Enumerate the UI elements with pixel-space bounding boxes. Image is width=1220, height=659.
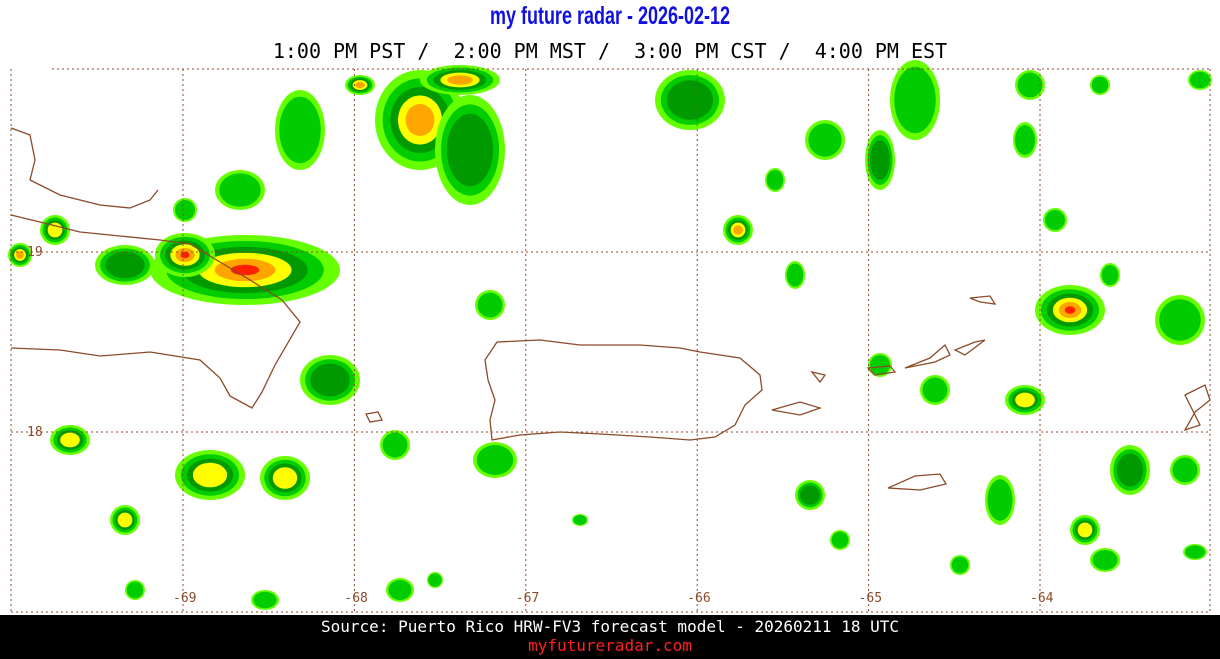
- echo: [766, 170, 784, 190]
- echo: [428, 573, 442, 587]
- echo: [355, 81, 365, 89]
- echo: [922, 377, 948, 403]
- lat-label: 19: [27, 245, 43, 260]
- echo: [1064, 306, 1076, 314]
- echo: [16, 251, 24, 259]
- echo: [405, 104, 435, 136]
- echo: [808, 123, 842, 157]
- echo: [219, 173, 261, 207]
- echo: [279, 96, 321, 164]
- echo: [388, 580, 412, 600]
- lat-label: 18: [27, 425, 43, 440]
- echo: [951, 556, 969, 574]
- hispaniola: [10, 214, 301, 409]
- puerto-rico: [484, 339, 763, 441]
- echo: [1092, 550, 1118, 570]
- echo: [180, 251, 190, 259]
- echo: [870, 355, 890, 375]
- echo: [1015, 125, 1035, 155]
- echo: [1116, 453, 1144, 487]
- st-croix: [887, 473, 948, 491]
- map: -69 -68 -67 -66 -65 -64 19 18: [8, 60, 1212, 613]
- echo: [477, 292, 503, 318]
- echo: [310, 363, 350, 397]
- lon-label: -69: [173, 591, 196, 606]
- radar: [8, 60, 1212, 610]
- north-coast: [10, 127, 159, 209]
- lon-label: -66: [687, 591, 710, 606]
- echo: [1172, 457, 1198, 483]
- source: Source: Puerto Rico HRW-FV3 forecast mod…: [321, 617, 899, 636]
- echo: [894, 66, 936, 134]
- culebra: [810, 370, 827, 384]
- echo: [1190, 71, 1210, 89]
- mona: [365, 411, 383, 423]
- echo: [666, 80, 714, 120]
- vieques: [771, 401, 823, 416]
- coastlines: [10, 127, 1211, 491]
- anguilla: [969, 295, 997, 305]
- echo: [733, 225, 743, 235]
- echo: [175, 200, 195, 220]
- east-island: [1183, 384, 1211, 432]
- lon-label: -68: [344, 591, 367, 606]
- title: my future radar - 2026-02-12: [489, 2, 731, 30]
- echo: [272, 467, 298, 489]
- echo: [1045, 210, 1065, 230]
- echo: [105, 251, 145, 279]
- echo: [60, 432, 80, 448]
- echo: [192, 462, 228, 488]
- virgin-islands: [866, 339, 986, 376]
- echo: [1015, 392, 1035, 408]
- echo: [382, 432, 408, 458]
- footer: Source: Puerto Rico HRW-FV3 forecast mod…: [0, 615, 1220, 659]
- echo: [1017, 72, 1043, 98]
- echo: [126, 581, 144, 599]
- lon-label: -67: [516, 591, 539, 606]
- lon-label: -65: [859, 591, 882, 606]
- echo: [117, 512, 133, 528]
- graticule: -69 -68 -67 -66 -65 -64 19 18: [10, 68, 1211, 613]
- echo: [446, 113, 494, 187]
- echo: [1077, 522, 1093, 538]
- echo: [831, 531, 849, 549]
- echo: [1185, 545, 1205, 559]
- echo: [447, 75, 473, 85]
- echo: [1159, 299, 1201, 341]
- echo: [800, 485, 820, 505]
- echo: [476, 445, 514, 475]
- echo: [1091, 76, 1109, 94]
- echo: [230, 264, 260, 276]
- echo: [987, 479, 1013, 521]
- site-link[interactable]: myfutureradar.com: [528, 636, 692, 655]
- echo: [573, 515, 587, 525]
- subtitle: 1:00 PM PST / 2:00 PM MST / 3:00 PM CST …: [272, 39, 948, 63]
- echo: [1101, 265, 1119, 285]
- echo: [253, 591, 277, 609]
- echo: [786, 263, 804, 287]
- lon-label: -64: [1030, 591, 1054, 606]
- echo: [870, 140, 890, 180]
